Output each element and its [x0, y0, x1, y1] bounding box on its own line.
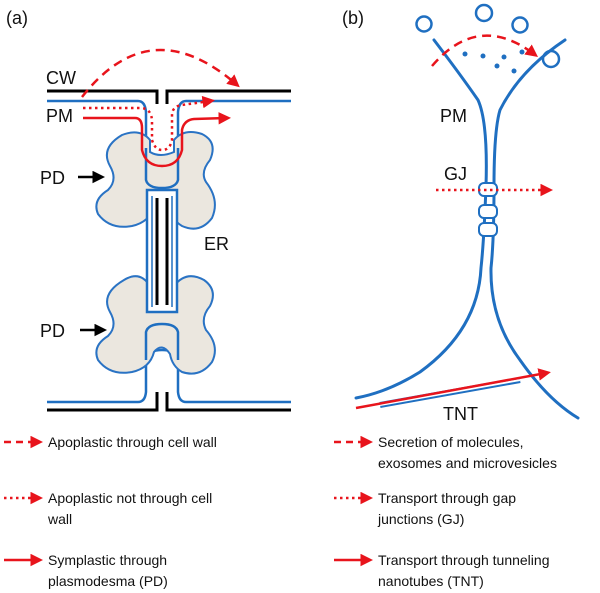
legend-a-solid-text-2: plasmodesma (PD) — [48, 573, 168, 589]
legend-a-dotted-text-2: wall — [47, 511, 72, 527]
arrow-symplastic-pd — [83, 111, 231, 168]
legend-b-dotted-text-1: Transport through gap — [378, 490, 516, 506]
plasmodesma-top — [95, 131, 216, 230]
legend-a-solid-text-1: Symplastic through — [48, 552, 167, 568]
legend-b-dashed-text-1: Secretion of molecules, — [378, 434, 524, 450]
panel-b-tag: (b) — [342, 8, 364, 28]
legend-b-dashed: Secretion of molecules, exosomes and mic… — [334, 434, 557, 471]
tunneling-nanotube — [379, 377, 521, 408]
endoplasmic-reticulum-tube — [145, 188, 179, 314]
legend-a-dotted: Apoplastic not through cell wall — [4, 490, 212, 527]
label-er: ER — [204, 234, 229, 254]
legend-a-solid: Symplastic through plasmodesma (PD) — [4, 552, 168, 589]
label-cw: CW — [46, 68, 76, 88]
gap-junctions — [478, 182, 498, 237]
pd-bottom-channel — [144, 322, 180, 360]
label-pd-top: PD — [40, 168, 65, 188]
legend-b-dotted: Transport through gap junctions (GJ) — [334, 490, 516, 527]
legend: Apoplastic through cell wall Apoplastic … — [4, 434, 557, 589]
legend-b-solid-text-1: Transport through tunneling — [378, 552, 549, 568]
cell-wall-bottom — [47, 392, 291, 412]
vesicle — [415, 15, 433, 33]
legend-a-dashed: Apoplastic through cell wall — [4, 434, 217, 450]
label-gj: GJ — [444, 164, 467, 184]
pd-top-channel — [144, 148, 180, 190]
arrow-apoplastic-through-wall — [81, 48, 240, 98]
label-pm-a: PM — [46, 106, 73, 126]
cell-membrane-b — [354, 38, 580, 420]
arrow-apoplastic-not-through-wall — [83, 95, 215, 152]
vesicle — [511, 16, 529, 34]
exosome-dots — [462, 49, 525, 74]
legend-b-dotted-text-2: junctions (GJ) — [377, 511, 464, 527]
label-tnt: TNT — [443, 404, 478, 424]
legend-a-dashed-text: Apoplastic through cell wall — [48, 434, 217, 450]
legend-b-solid: Transport through tunneling nanotubes (T… — [334, 552, 549, 589]
vesicle — [474, 3, 494, 23]
legend-b-solid-text-2: nanotubes (TNT) — [378, 573, 484, 589]
panel-b: (b) — [342, 3, 580, 424]
vesicles — [415, 3, 561, 69]
legend-b-dashed-text-2: exosomes and microvesicles — [378, 455, 557, 471]
label-pm-b: PM — [440, 106, 467, 126]
plasma-membrane-top — [47, 99, 291, 162]
panel-a-tag: (a) — [6, 8, 28, 28]
arrow-tnt — [355, 368, 551, 410]
label-pd-bottom: PD — [40, 321, 65, 341]
plasma-membrane-bottom — [47, 348, 291, 404]
arrow-secretion — [431, 34, 539, 67]
panel-a: (a) — [6, 8, 291, 412]
legend-a-dotted-text-1: Apoplastic not through cell — [48, 490, 212, 506]
cell-wall-top — [47, 89, 291, 104]
